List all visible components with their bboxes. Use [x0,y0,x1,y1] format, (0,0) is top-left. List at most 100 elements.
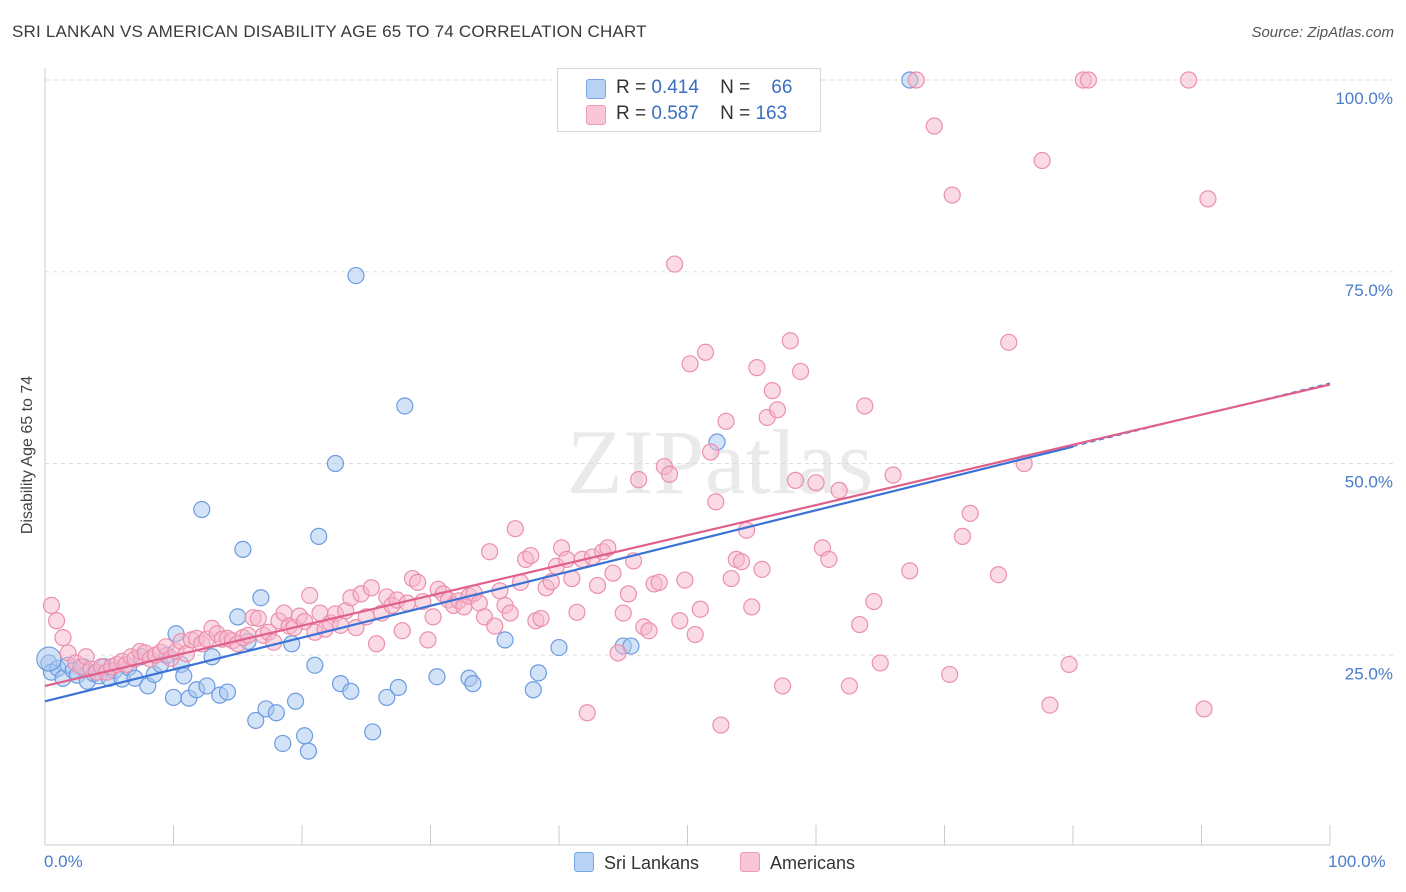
sri-lankans-point [234,540,252,559]
americans-point [619,585,637,603]
sri-lankans-point [342,682,360,700]
americans-point [1199,190,1217,208]
sri-lankans-point [389,678,407,697]
y-tick-label: 100.0% [1335,89,1393,108]
americans-point [578,704,596,722]
americans-point [943,186,961,204]
americans-point [953,527,972,545]
americans-point [707,493,725,511]
sri-lankans-point [428,668,446,686]
americans-point [568,603,586,621]
legend-n-label: N = [720,103,751,124]
americans-point [650,573,668,591]
americans-point [614,604,632,622]
sri-lankans-point [218,683,237,701]
americans-point [786,471,805,489]
americans-point [717,412,735,430]
legend-swatch-pink [586,105,606,125]
sri-lankans-point [524,681,542,699]
americans-point [691,600,709,618]
americans-point [907,71,925,89]
americans-point [367,635,386,653]
americans-point [301,586,319,605]
americans-point [666,255,684,273]
source-label: Source: ZipAtlas.com [1251,24,1394,41]
legend-r-label: R = [616,77,647,98]
americans-point [763,382,781,400]
sri-lankans-point [464,675,482,693]
americans-point [865,592,883,611]
americans-point [640,622,658,640]
americans-point [941,665,959,684]
y-tick-label: 50.0% [1345,473,1393,492]
sri-lankans-point [252,589,270,607]
americans-point [696,343,715,361]
sri-lankans-point [295,727,314,745]
sri-lankans-point [496,631,514,649]
legend-r-label: R = [616,103,647,124]
americans-point [753,560,771,578]
sri-lankans-point [164,688,183,707]
americans-point [681,355,699,373]
sri-lankans-point [247,711,265,730]
bottom-legend-label: Americans [770,853,856,873]
americans-point [660,465,679,483]
americans-point [686,625,704,644]
sri-lankans-point [286,692,305,710]
sri-lankans-point [274,734,292,753]
grid-lines [45,79,1395,656]
legend-n-value: 66 [771,77,793,98]
americans-point [47,612,66,630]
sri-lankans-point [364,723,382,741]
americans-point [884,466,902,484]
americans-point [851,615,869,634]
americans-point [532,609,550,628]
axes [44,68,1331,846]
americans-point [630,471,648,489]
americans-point [781,332,799,350]
legend-r-value: 0.414 [651,77,699,98]
americans-point [522,546,540,565]
sri-lankans-point [550,638,568,657]
americans-point [830,481,848,499]
chart-title: SRI LANKAN VS AMERICAN DISABILITY AGE 65… [12,22,647,41]
bottom-legend-swatch-pink [740,852,760,872]
americans-point [712,716,730,734]
americans-point [1180,71,1198,89]
x-axis-min-label: 0.0% [44,852,83,871]
americans-point [1079,71,1098,89]
legend-r-value: 0.587 [651,103,699,124]
americans-point [506,520,524,538]
americans-point [738,521,756,539]
bottom-legend-sri-lankans: Sri Lankans [574,852,699,874]
sri-lankans-point [229,608,247,626]
americans-point [773,677,792,695]
americans-point [901,562,919,580]
y-tick-label: 25.0% [1345,664,1393,683]
americans-point [42,596,61,614]
correlation-legend: R = 0.414 N = 66 R = 0.587 N = 163 [557,68,821,132]
americans-point [722,569,740,588]
americans-point [748,359,766,377]
americans-point [424,608,442,626]
sri-lankans-point [347,266,365,285]
americans-point [501,604,519,622]
americans-point [732,553,751,571]
sri-lankans-point [378,688,396,707]
americans-point [820,550,838,568]
y-tick-labels: 25.0% 50.0% 75.0% 100.0% [1335,89,1393,683]
americans-point [743,598,761,616]
americans-point [609,644,627,662]
sri-lankans-point [529,664,548,682]
americans-point [925,117,943,135]
americans-point [54,629,72,647]
sri-lankans-trend-line [44,445,1074,703]
americans-points [42,71,1217,734]
americans-point [676,571,694,589]
americans-trend-line [44,383,1331,688]
americans-point [702,443,720,461]
sri-lankans-point [193,500,211,519]
americans-point [856,397,874,415]
legend-n-label: N = [720,77,751,98]
americans-point [1060,655,1078,674]
